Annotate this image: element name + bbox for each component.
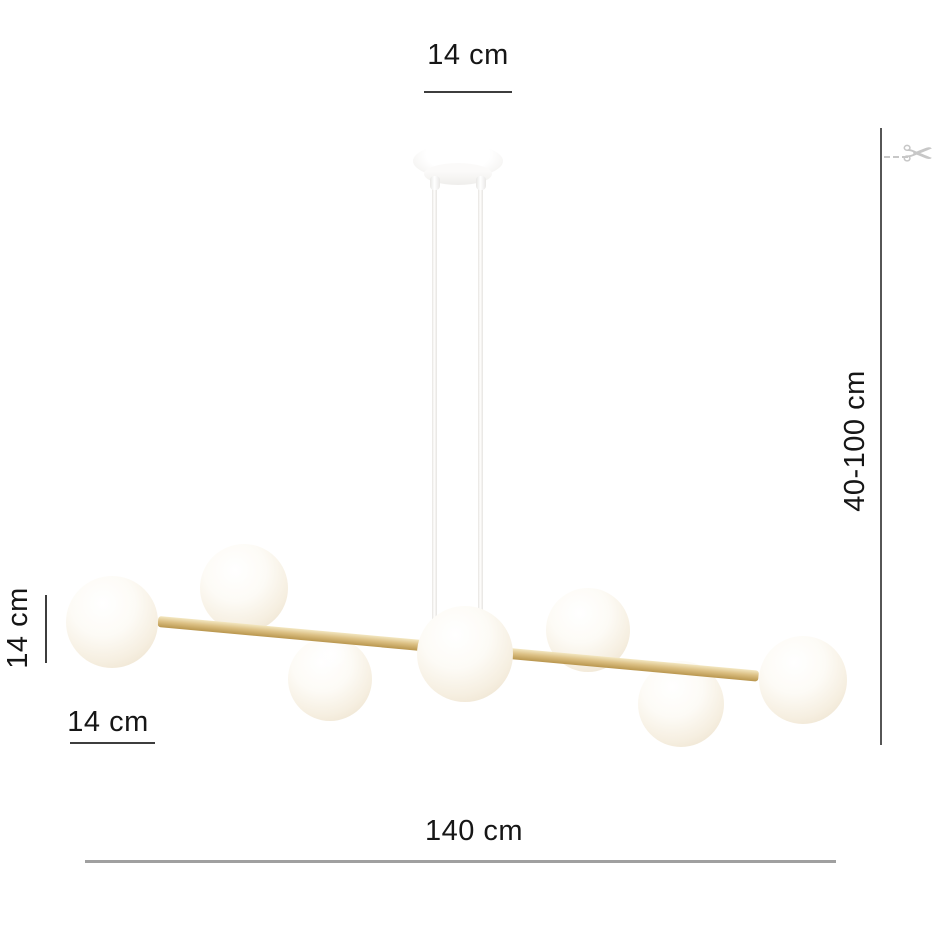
suspension-rod-left [432, 186, 437, 644]
canopy-width-label: 14 cm [427, 39, 509, 71]
glass-globe [200, 544, 288, 632]
glass-globe [417, 606, 513, 702]
total-length-line [85, 860, 836, 863]
glass-globe [66, 576, 158, 668]
suspension-range-line [880, 128, 882, 745]
globe-highlight [311, 639, 351, 669]
glass-globe [288, 637, 372, 721]
canopy-width-line [424, 91, 512, 93]
canopy-underside [424, 163, 492, 185]
total-length-label: 140 cm [424, 815, 524, 847]
rod-fitting-left [430, 176, 440, 190]
globe-width-line [70, 742, 155, 744]
glass-globe [759, 636, 847, 724]
cut-dashed-line [884, 156, 908, 158]
suspension-range-label: 40-100 cm [839, 370, 871, 512]
rod-fitting-right [476, 176, 486, 190]
globe-width-label: 14 cm [67, 706, 149, 738]
globe-height-label: 14 cm [2, 587, 34, 669]
globe-height-line [45, 595, 47, 663]
scissors-icon: ✂ [902, 134, 934, 176]
suspension-rod-right [478, 186, 483, 644]
